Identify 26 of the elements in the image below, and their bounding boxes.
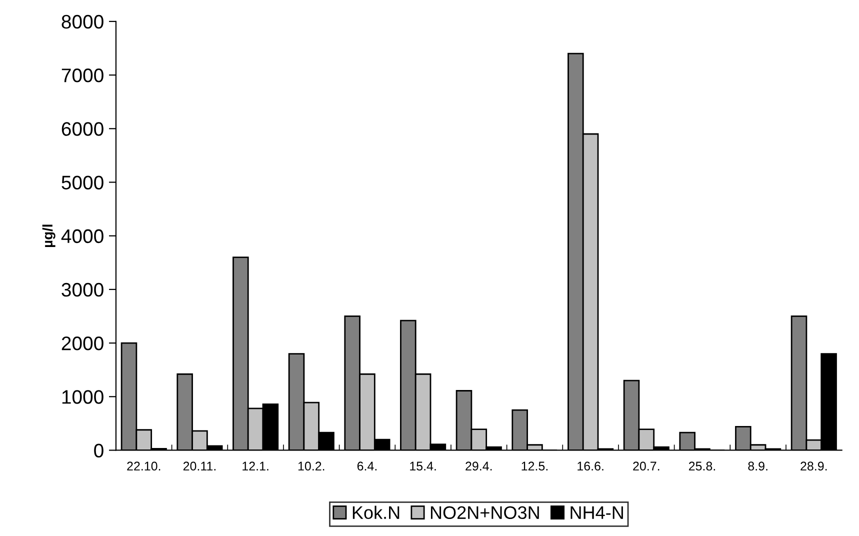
x-tick-label: 8.9.	[748, 462, 768, 471]
y-tick-label: 1000	[62, 390, 104, 404]
y-tick-label: 4000	[61, 229, 104, 244]
x-tick-label: 12.1.	[242, 462, 268, 470]
y-tick-label: 0	[94, 444, 104, 458]
x-tick-label: 10.2.	[298, 462, 324, 471]
legend-label: Kok.N	[352, 506, 400, 520]
x-tick-label: 16.6.	[578, 462, 604, 471]
y-axis-title: µg/l	[42, 224, 56, 248]
x-tick-label: 20.7.	[633, 462, 660, 471]
x-tick-label: 20.11.	[183, 462, 216, 471]
y-tick-label: 6000	[62, 122, 104, 136]
x-tick-label: 25.8.	[688, 462, 715, 471]
x-tick-label: 29.4.	[466, 462, 492, 471]
y-tick-label: 8000	[62, 14, 104, 29]
x-tick-label: 15.4.	[410, 462, 436, 471]
x-tick-label: 6.4.	[357, 462, 377, 471]
x-tick-label: 28.9.	[800, 462, 827, 471]
legend-label: NO2N+NO3N	[430, 506, 539, 520]
y-tick-label: 2000	[62, 336, 104, 350]
legend-label: NH4-N	[570, 506, 623, 519]
x-tick-label: 22.10.	[127, 462, 160, 471]
x-tick-label: 12.5.	[522, 462, 548, 471]
y-tick-label: 7000	[62, 68, 104, 82]
y-tick-label: 3000	[62, 282, 104, 297]
y-tick-label: 5000	[62, 176, 104, 190]
